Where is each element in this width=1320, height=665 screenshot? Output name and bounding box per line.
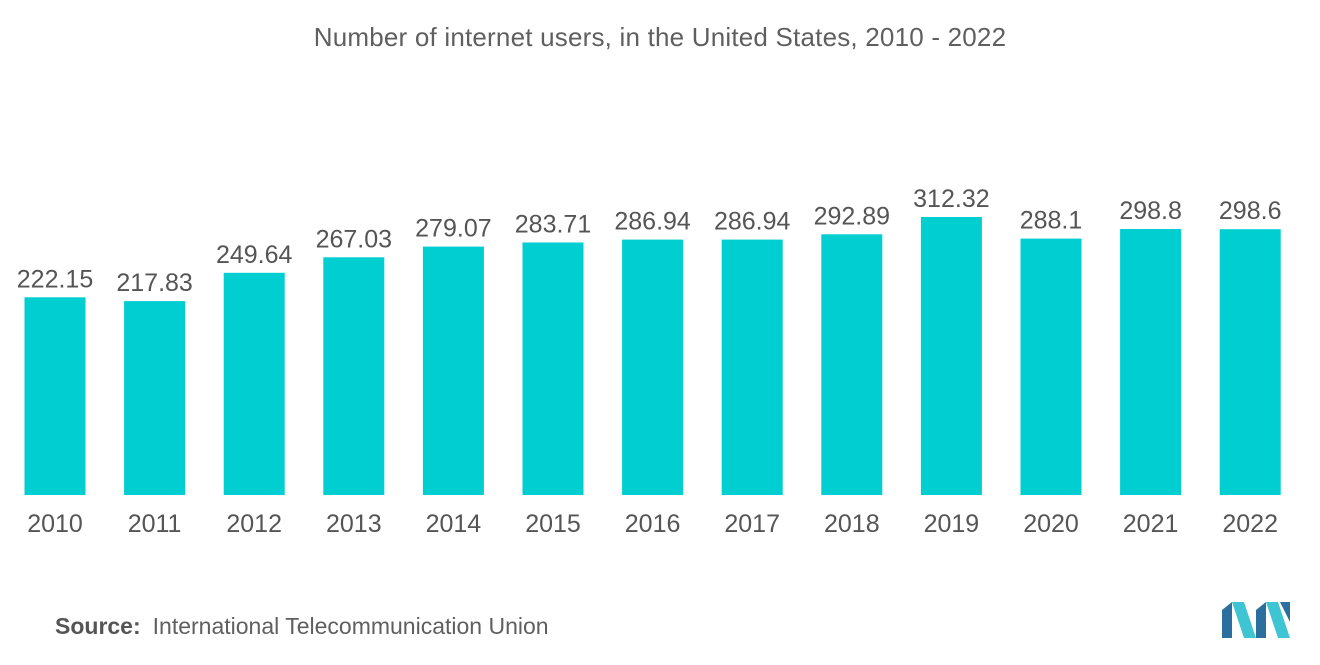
bar-2015 bbox=[522, 242, 584, 495]
data-label-2013: 267.03 bbox=[316, 225, 392, 253]
x-tick-label-2011: 2011 bbox=[128, 510, 182, 538]
source-note: Source: International Telecommunication U… bbox=[55, 613, 549, 640]
data-label-2020: 288.1 bbox=[1020, 207, 1083, 235]
x-tick-label-2012: 2012 bbox=[226, 510, 282, 538]
x-tick-label-2022: 2022 bbox=[1222, 510, 1278, 538]
data-label-2018: 292.89 bbox=[814, 202, 890, 230]
bar-2012 bbox=[223, 272, 285, 495]
bar-2010 bbox=[24, 297, 86, 495]
data-label-2021: 298.8 bbox=[1119, 197, 1182, 225]
x-tick-label-2013: 2013 bbox=[326, 510, 382, 538]
bar-2019 bbox=[920, 217, 982, 495]
data-label-2016: 286.94 bbox=[614, 208, 691, 236]
x-tick-label-2021: 2021 bbox=[1123, 510, 1179, 538]
data-label-2011: 217.83 bbox=[116, 269, 192, 297]
x-tick-label-2015: 2015 bbox=[525, 510, 581, 538]
data-label-2010: 222.15 bbox=[17, 265, 93, 293]
bar-2016 bbox=[622, 239, 684, 495]
bar-2022 bbox=[1219, 229, 1281, 495]
data-label-2019: 312.32 bbox=[913, 185, 989, 213]
x-tick-label-2019: 2019 bbox=[924, 510, 980, 538]
x-tick-label-2020: 2020 bbox=[1023, 510, 1079, 538]
bar-2011 bbox=[124, 301, 186, 495]
bar-2017 bbox=[721, 239, 783, 495]
data-label-2012: 249.64 bbox=[216, 241, 293, 269]
x-tick-label-2014: 2014 bbox=[426, 510, 482, 538]
source-label: Source: bbox=[55, 613, 141, 639]
data-label-2015: 283.71 bbox=[515, 211, 591, 239]
bar-2014 bbox=[422, 246, 484, 495]
data-label-2022: 298.6 bbox=[1219, 197, 1282, 225]
bar-2021 bbox=[1120, 229, 1182, 495]
bar-2013 bbox=[323, 257, 385, 495]
data-label-2014: 279.07 bbox=[415, 215, 491, 243]
data-label-2017: 286.94 bbox=[714, 208, 791, 236]
x-tick-label-2016: 2016 bbox=[625, 510, 681, 538]
chart-title: Number of internet users, in the United … bbox=[313, 22, 1007, 52]
bar-2020 bbox=[1020, 238, 1082, 495]
source-text: International Telecommunication Union bbox=[152, 613, 549, 639]
x-tick-label-2018: 2018 bbox=[824, 510, 880, 538]
x-tick-label-2010: 2010 bbox=[27, 510, 83, 538]
x-tick-label-2017: 2017 bbox=[724, 510, 780, 538]
brand-logo-icon bbox=[1222, 602, 1290, 638]
bar-2018 bbox=[821, 234, 883, 496]
